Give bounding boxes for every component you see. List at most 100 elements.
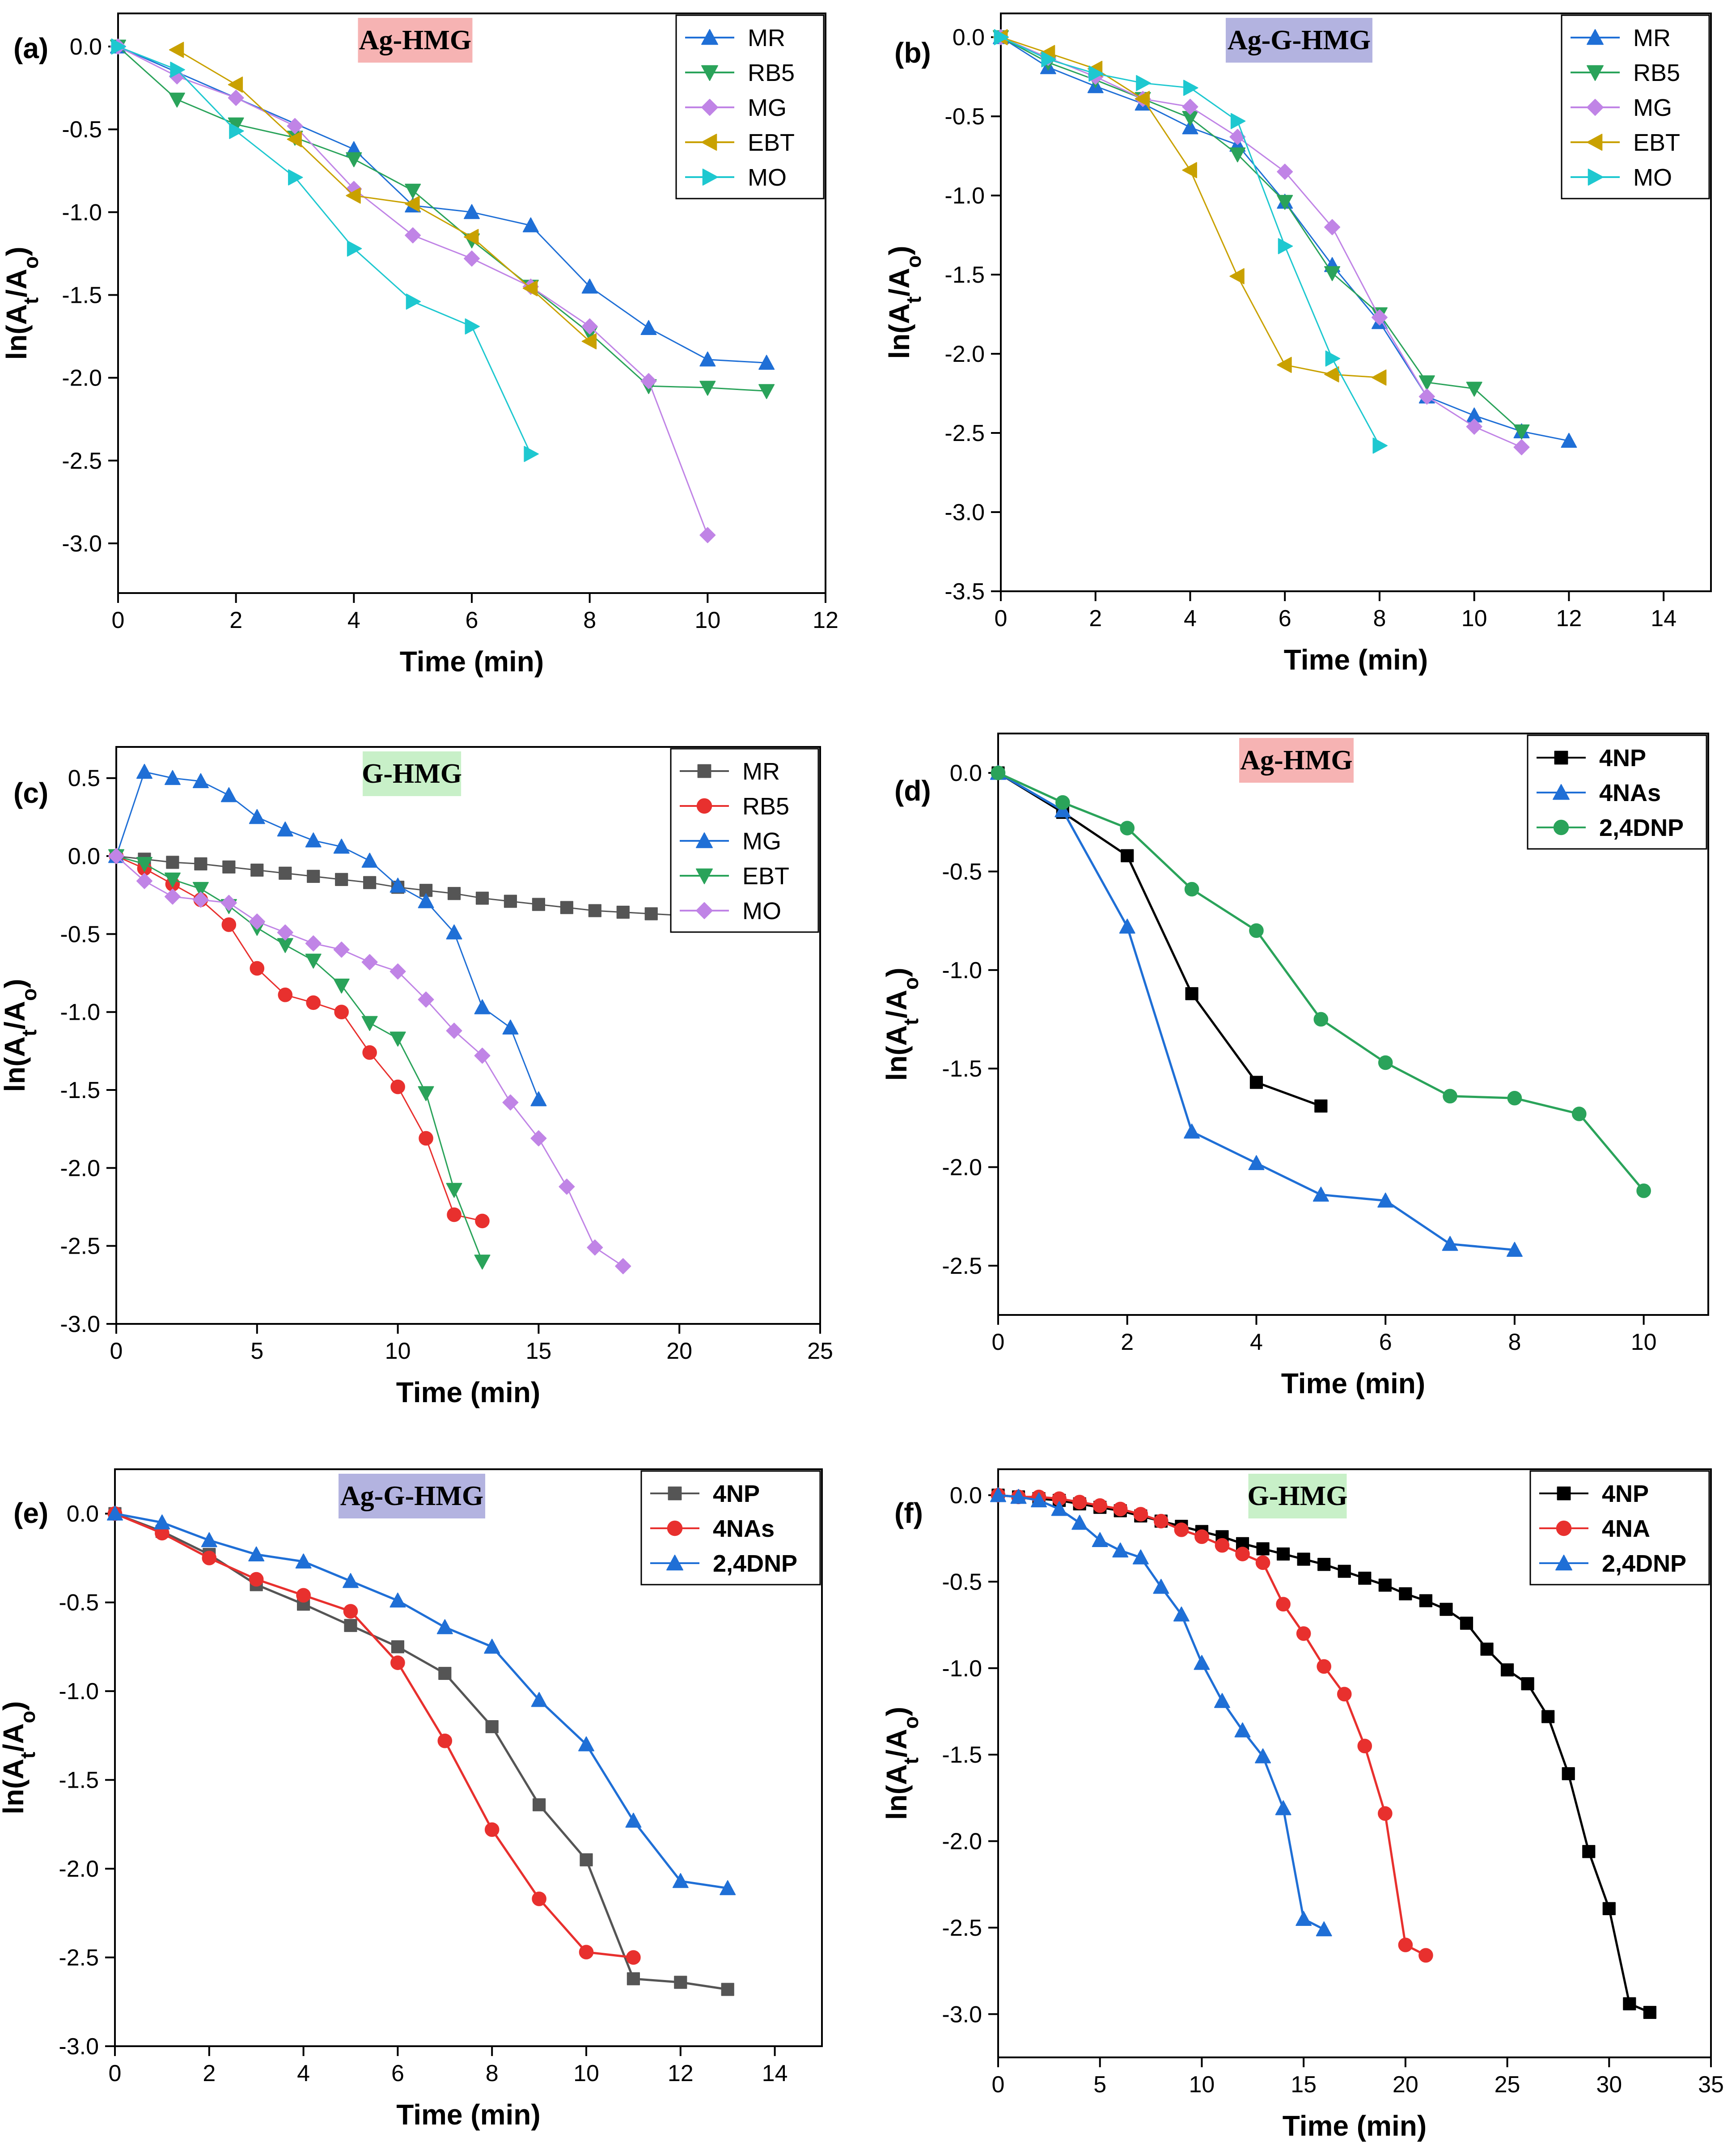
y-axis-title: ln(At/Ao) xyxy=(0,246,42,360)
data-point xyxy=(1418,1948,1433,1963)
series-ebt xyxy=(169,42,597,350)
panel-label: (e) xyxy=(13,1497,48,1529)
data-point xyxy=(250,863,264,877)
data-point xyxy=(1324,366,1339,383)
data-point xyxy=(1378,1055,1393,1070)
title-badge xyxy=(358,18,473,63)
data-point xyxy=(447,887,461,900)
series-line xyxy=(116,855,624,1267)
series-mo xyxy=(108,848,631,1274)
chart-title: Ag-HMG xyxy=(1240,745,1352,776)
y-tick-label: -0.5 xyxy=(942,1569,982,1595)
x-tick-label: 6 xyxy=(1279,606,1291,632)
legend-label: 4NAs xyxy=(713,1515,775,1542)
series-line xyxy=(1000,36,1380,446)
data-point xyxy=(108,848,124,865)
data-point xyxy=(405,227,421,244)
series-line xyxy=(114,1512,634,1959)
data-point xyxy=(405,195,420,212)
data-point xyxy=(484,1638,500,1654)
legend-item: MO xyxy=(680,898,781,924)
y-axis-title: ln(At/Ao) xyxy=(881,967,923,1081)
data-point xyxy=(475,1213,490,1229)
data-point xyxy=(343,1573,359,1588)
series-line xyxy=(1000,36,1522,432)
x-tick-label: 2 xyxy=(1089,606,1102,632)
legend-item: RB5 xyxy=(680,793,789,820)
x-tick-label: 6 xyxy=(391,2061,404,2086)
chart-title: Ag-G-HMG xyxy=(340,1481,483,1511)
y-tick-label: -1.0 xyxy=(62,199,102,225)
legend-item: MR xyxy=(680,758,780,785)
data-point xyxy=(1153,1579,1169,1594)
data-point xyxy=(1230,113,1246,129)
x-tick-label: 0 xyxy=(112,607,125,633)
data-point xyxy=(1480,1642,1494,1656)
y-tick-label: -1.0 xyxy=(60,1000,100,1026)
data-point xyxy=(446,924,462,940)
legend-item: MO xyxy=(1571,164,1672,191)
panel-label: (c) xyxy=(13,777,48,809)
plot-frame xyxy=(115,746,821,1325)
data-point xyxy=(485,1720,499,1734)
data-point xyxy=(1513,424,1530,440)
y-axis-title: ln(At/Ao) xyxy=(0,979,41,1092)
series-mg xyxy=(110,38,716,543)
data-point xyxy=(1623,1997,1636,2010)
y-axis-title: ln(At/Ao) xyxy=(883,246,925,359)
data-point xyxy=(447,1207,462,1222)
series-ebt xyxy=(993,29,1387,386)
data-point xyxy=(640,320,657,335)
data-point xyxy=(1185,987,1198,1001)
legend-marker xyxy=(1588,169,1604,186)
x-tick-label: 10 xyxy=(573,2061,599,2086)
data-point xyxy=(405,183,421,199)
data-point xyxy=(1121,849,1134,862)
y-tick-label: 0.5 xyxy=(68,766,100,792)
series-mo xyxy=(994,29,1388,454)
data-point xyxy=(288,169,303,186)
data-point xyxy=(1135,91,1150,107)
data-point xyxy=(475,891,489,905)
legend-label: MO xyxy=(742,898,781,924)
data-point xyxy=(1378,1806,1393,1821)
data-point xyxy=(1357,1738,1372,1754)
data-point xyxy=(990,1487,1006,1502)
data-point xyxy=(474,999,491,1014)
data-point xyxy=(616,905,630,919)
title-badge xyxy=(1239,738,1354,783)
data-point xyxy=(522,280,538,297)
data-point xyxy=(581,333,597,350)
data-point xyxy=(1324,266,1341,281)
legend-marker xyxy=(701,99,718,116)
y-tick-label: -0.5 xyxy=(62,117,102,143)
data-point xyxy=(674,1976,687,1989)
legend-label: EBT xyxy=(748,129,795,156)
legend-item: RB5 xyxy=(1571,59,1680,86)
data-point xyxy=(1324,219,1341,235)
x-tick-label: 14 xyxy=(762,2061,788,2086)
legend-marker xyxy=(668,1486,682,1501)
legend-marker xyxy=(697,764,711,778)
data-point xyxy=(390,878,406,893)
legend: 4NP 4NAs 2,4DNP xyxy=(640,1470,821,1586)
data-point xyxy=(1440,1603,1453,1616)
data-point xyxy=(277,821,293,837)
data-point xyxy=(532,898,545,911)
data-point xyxy=(1561,432,1577,448)
plot-frame xyxy=(997,733,1709,1316)
data-point xyxy=(1371,309,1388,326)
data-point xyxy=(333,941,350,958)
data-point xyxy=(307,869,320,883)
y-tick-label: -2.0 xyxy=(59,1856,99,1882)
x-tick-label: 20 xyxy=(666,1338,692,1364)
data-point xyxy=(249,1572,264,1587)
data-point xyxy=(1296,1626,1311,1641)
legend-marker xyxy=(1555,1555,1572,1571)
data-point xyxy=(1419,1594,1432,1607)
data-point xyxy=(390,1031,406,1047)
x-tick-label: 8 xyxy=(1373,606,1386,632)
data-point xyxy=(1378,1578,1392,1592)
data-point xyxy=(1194,1529,1209,1544)
